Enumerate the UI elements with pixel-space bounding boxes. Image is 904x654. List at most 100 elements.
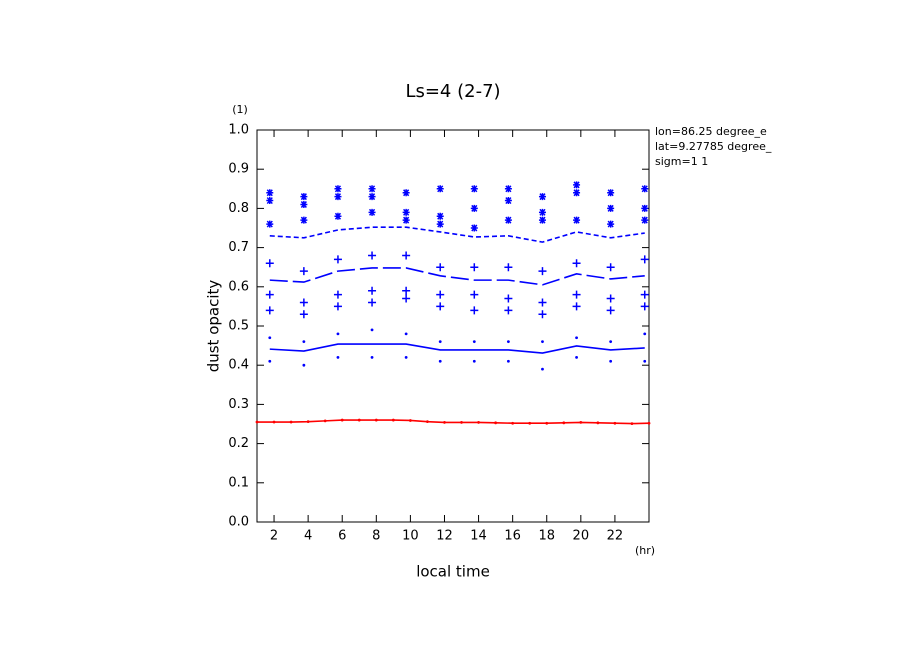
star-point [266,220,274,228]
plus-point [299,310,308,319]
x-tick-label: 10 [402,529,419,544]
chart-title: Ls=4 (2-7) [405,81,500,102]
annotation: lat=9.27785 degree_ [655,140,772,153]
plus-point [402,286,411,295]
dot-point [336,355,340,359]
plus-point [640,290,649,299]
star-point [504,197,512,205]
dot-point [460,421,463,424]
x-tick-label: 12 [436,529,453,544]
star-point [436,220,444,228]
dot-point [545,421,549,425]
dot-point [323,419,327,423]
dot-point [477,421,480,424]
star-point [368,208,376,216]
plus-point [538,267,547,276]
y-unit: (1) [232,103,248,116]
star-point [504,216,512,224]
star-point [266,189,274,197]
dot-point [562,421,566,425]
dot-point [575,355,578,359]
star-point [641,185,649,193]
plus-point [470,306,479,315]
plus-point [333,290,342,299]
star-point [436,185,444,193]
dot-point [336,332,340,336]
plus-point [436,263,445,272]
y-tick-label: 0.9 [228,162,249,177]
plus-point [402,294,411,303]
dot-point [340,418,344,422]
plus-point [333,255,342,264]
dot-point [575,336,578,340]
y-tick-label: 0.8 [228,201,249,216]
star-point [402,216,410,224]
star-point [641,216,649,224]
dot-point [541,340,544,344]
plus-point [470,290,479,299]
x-tick-label: 16 [504,529,521,544]
plus-point [299,298,308,307]
plot-frame [256,129,650,523]
x-tick-label: 6 [338,529,346,544]
dot-point [613,421,617,425]
plus-point [470,263,479,272]
star-point [436,212,444,220]
dot-point [579,421,583,424]
y-tick-label: 0.2 [228,436,249,451]
y-tick-label: 1.0 [228,123,249,138]
dot-point [609,340,613,344]
star-point [402,189,410,197]
x-tick-label: 22 [607,529,624,544]
dot-point [426,420,429,424]
plus-point [606,294,615,303]
dot-point [596,421,600,425]
star-point [641,204,649,212]
dot-point [609,359,613,363]
y-tick-label: 0.4 [228,358,249,373]
plus-point [640,302,649,311]
star-point [334,185,342,193]
plus-point [538,298,547,307]
plus-point [538,310,547,319]
star-point [300,216,308,224]
dot-point [370,355,374,359]
plus-point [640,255,649,264]
star-point [573,216,581,224]
star-point [538,208,546,216]
dot-point [511,421,515,425]
plus-point [606,263,615,272]
dot-point [472,359,476,363]
plus-point [368,251,377,260]
plus-point [504,263,513,272]
y-tick-label: 0.0 [228,515,249,530]
plus-point [504,294,513,303]
x-unit: (hr) [635,544,655,557]
dot-point [438,340,442,344]
y-tick-label: 0.5 [228,319,249,334]
dot-point [374,418,378,422]
series-line [269,267,645,286]
dot-point [541,367,544,371]
plus-point [265,259,274,268]
star-point [470,224,478,232]
dot-point [643,359,647,363]
dot-point [528,421,532,425]
series-line [257,419,650,425]
dot-point [357,418,361,422]
star-point [538,216,546,224]
star-point [607,220,615,228]
dot-point [391,418,395,422]
x-tick-label: 14 [470,529,487,544]
plus-point [504,306,513,315]
plus-point [436,290,445,299]
annotations: lon=86.25 degree_e lat=9.27785 degree_ s… [655,125,772,168]
dot-point [272,420,276,424]
series-line [269,343,645,354]
dot-point [404,332,408,336]
star-point [607,204,615,212]
y-tick-label: 0.6 [228,279,249,294]
x-tick-label: 20 [573,529,590,544]
plus-point [572,290,581,299]
